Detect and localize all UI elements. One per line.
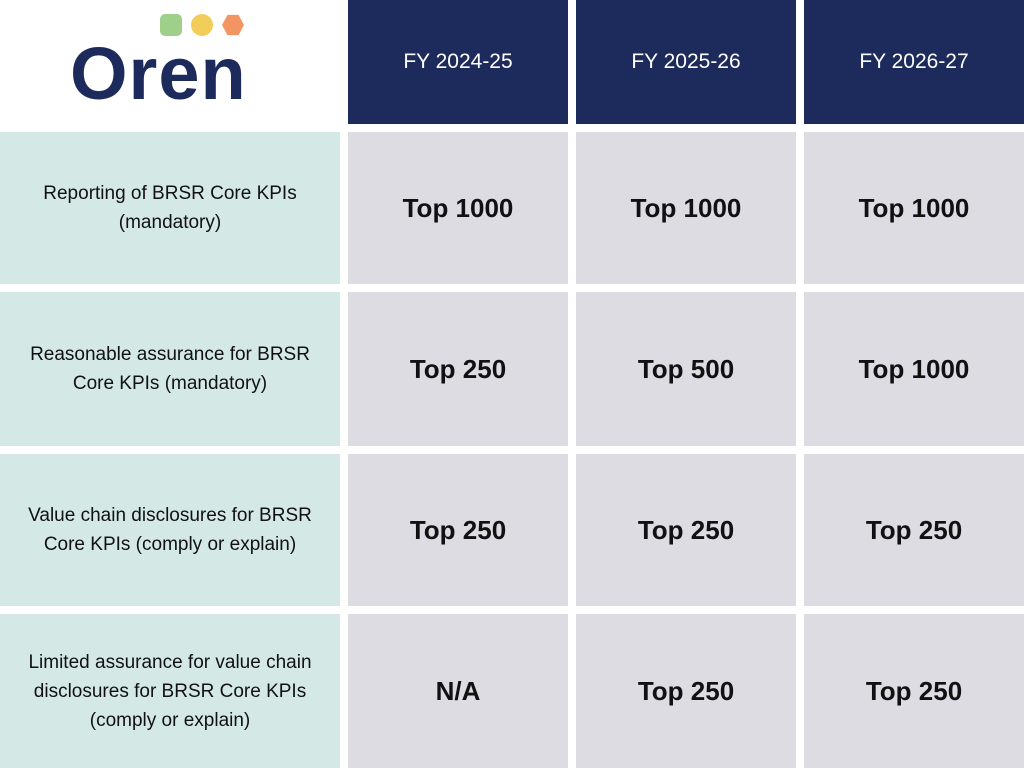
table-cell: Top 250 <box>348 292 568 446</box>
column-header-fy-2025-26: FY 2025-26 <box>576 0 796 124</box>
row-label-value-chain-disclosures: Value chain disclosures for BRSR Core KP… <box>0 454 340 606</box>
column-header-fy-2024-25: FY 2024-25 <box>348 0 568 124</box>
orange-hexagon-icon <box>222 14 244 36</box>
table-cell: Top 250 <box>576 454 796 606</box>
table-cell: Top 500 <box>576 292 796 446</box>
logo-wordmark: Oren <box>70 32 247 115</box>
row-label-limited-assurance: Limited assurance for value chain disclo… <box>0 614 340 768</box>
table-cell: Top 250 <box>348 454 568 606</box>
oren-logo: Oren <box>70 12 270 115</box>
table-cell: Top 250 <box>804 614 1024 768</box>
table-cell: Top 250 <box>576 614 796 768</box>
table-cell: N/A <box>348 614 568 768</box>
green-square-icon <box>160 14 182 36</box>
table-cell: Top 250 <box>804 454 1024 606</box>
table-cell: Top 1000 <box>576 132 796 284</box>
column-header-fy-2026-27: FY 2026-27 <box>804 0 1024 124</box>
yellow-circle-icon <box>191 14 213 36</box>
row-label-reporting: Reporting of BRSR Core KPIs (mandatory) <box>0 132 340 284</box>
table-cell: Top 1000 <box>348 132 568 284</box>
table-cell: Top 1000 <box>804 292 1024 446</box>
logo-cell: Oren <box>0 0 340 124</box>
row-label-reasonable-assurance: Reasonable assurance for BRSR Core KPIs … <box>0 292 340 446</box>
table-cell: Top 1000 <box>804 132 1024 284</box>
